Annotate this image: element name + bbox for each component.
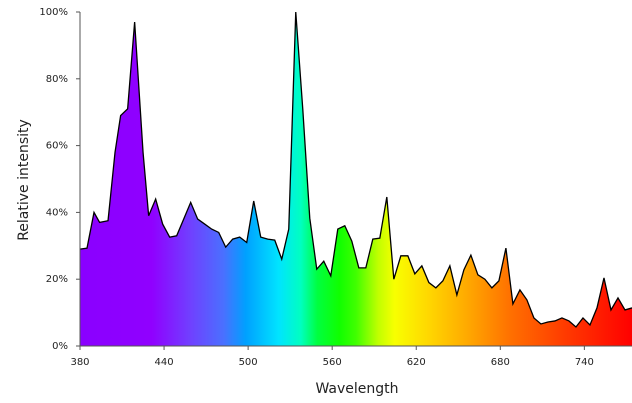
x-axis-title: Wavelength [315, 381, 398, 397]
y-tick-label: 40% [46, 207, 68, 218]
x-tick-label: 500 [239, 357, 258, 368]
x-tick-label: 740 [575, 357, 594, 368]
x-tick-label: 380 [70, 357, 89, 368]
area-line [79, 11, 632, 328]
x-tick-label: 440 [155, 357, 174, 368]
y-tick-label: 0% [52, 341, 68, 352]
y-tick-label: 20% [46, 274, 68, 285]
x-tick-label: 680 [491, 357, 510, 368]
y-tick-label: 100% [39, 7, 68, 18]
y-axis-title: Relative intensity [16, 119, 32, 241]
area-fill [80, 12, 632, 346]
x-tick-label: 620 [407, 357, 426, 368]
x-tick-label: 560 [323, 357, 342, 368]
y-tick-label: 80% [46, 74, 68, 85]
y-tick-label: 60% [46, 141, 68, 152]
